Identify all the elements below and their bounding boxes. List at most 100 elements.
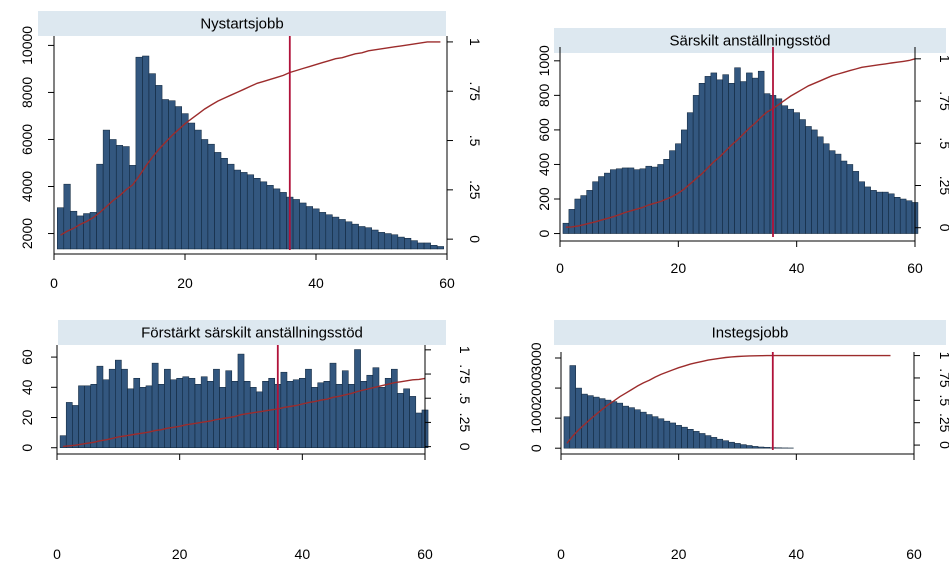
histogram-bar [335,384,343,448]
histogram-bar [651,416,659,449]
histogram-bar [139,387,147,448]
histogram-bar [586,190,593,234]
histogram-bar [811,129,818,234]
histogram-bar [657,418,665,449]
histogram-bar [96,163,104,250]
x-tick-label: 20 [671,260,687,276]
right-y-tick-label: 1 [937,352,949,360]
histogram-bar [757,446,765,449]
right-y-tick-label: 0 [467,235,483,243]
histogram-bar [181,113,189,250]
right-y-tick-label: 0 [937,224,949,232]
histogram-bar [728,83,735,234]
panel-title: Nystartsjobb [200,16,283,33]
cumulative-share-line [63,377,426,448]
histogram-bar [430,245,438,250]
histogram-bar [292,379,300,448]
histogram-bar [176,377,183,448]
right-y-tick-label: .25 [937,176,949,196]
panel-title-background [38,11,446,36]
histogram-bar [384,377,392,448]
histogram-bar [341,370,349,448]
histogram-bar [280,371,288,448]
histogram-bar [377,232,386,250]
histogram-bar [127,388,134,448]
left-y-tick-label: 400 [536,153,552,177]
histogram-bar [266,185,274,250]
histogram-bar [262,381,269,448]
histogram-bar [793,112,800,234]
histogram-bar [580,195,587,234]
histogram-bar [858,181,865,234]
histogram-bar [372,367,380,448]
histogram-bar [292,199,300,250]
histogram-bar [345,221,353,250]
x-tick-label: 60 [907,260,923,276]
right-y-tick-label: .5 [457,392,473,404]
histogram-bar [699,433,706,449]
right-y-tick-label: 1 [467,38,483,46]
histogram-bar [194,384,202,448]
histogram-bar [161,99,169,250]
left-y-tick-label: 20 [19,410,35,426]
panel-title-background [58,320,446,345]
cumulative-share-line [60,41,441,236]
left-y-tick-label: 0 [19,444,35,452]
histogram-bar [102,379,110,448]
histogram-bar [305,368,312,448]
histogram-bar [268,377,275,448]
histogram-bar [752,77,759,234]
histogram-bar [634,409,641,449]
histogram-bar [323,381,331,448]
histogram-bar [639,168,647,234]
histogram-bar [763,447,771,449]
panel-title: Instegsjobb [712,325,789,342]
cumulative-share-line [565,58,916,228]
histogram-bar [142,55,150,250]
left-y-tick-label: 600 [536,118,552,142]
x-tick-label: 20 [172,546,188,562]
histogram-bar [72,405,79,448]
histogram-bar [311,387,318,448]
histogram-bar [170,379,177,448]
histogram-bar [182,376,190,448]
right-y-tick-label: .75 [467,81,483,101]
right-y-tick-label: .75 [457,364,473,384]
histogram-bar [740,81,747,234]
histogram-bar [681,129,688,234]
histogram-bar [65,402,73,448]
right-y-tick-label: .75 [937,368,949,388]
x-tick-label: 40 [308,275,324,291]
histogram-bar [669,422,676,449]
right-y-tick-label: .25 [937,413,949,433]
histogram-bar [220,158,228,250]
histogram-bar [823,143,830,234]
histogram-bar [151,362,159,448]
histogram-bar [364,227,372,250]
histogram-bar [351,223,359,250]
histogram-bar [214,152,222,250]
left-y-tick-label: 0 [528,444,544,452]
right-y-tick-label: 0 [937,441,949,449]
histogram-bar [646,414,653,449]
x-tick-label: 0 [556,260,564,276]
histogram-bar [415,412,423,448]
histogram-bar [57,207,65,250]
histogram-bar [627,167,635,234]
cumulative-share-line [566,354,891,444]
histogram-bar [581,393,588,449]
right-y-tick-label: .5 [467,135,483,147]
histogram-bar [279,192,287,250]
x-tick-label: 40 [295,546,311,562]
histogram-bar [354,349,361,448]
histogram-bar [133,377,141,448]
histogram-bar [734,443,741,449]
histogram-bar [669,150,676,234]
histogram-bar [299,202,307,250]
x-tick-label: 20 [671,546,687,562]
histogram-bar [604,172,611,234]
histogram-bar [115,359,122,448]
right-y-tick-label: 0 [457,443,473,451]
